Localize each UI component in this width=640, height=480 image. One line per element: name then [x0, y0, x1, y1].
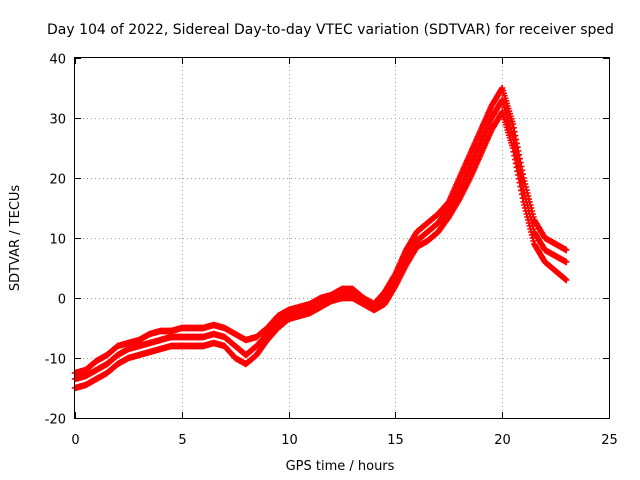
- x-tick-label: 0: [71, 433, 79, 448]
- data-point-upper: [563, 246, 570, 254]
- y-tick-label: 40: [49, 53, 66, 68]
- x-tick-label: 10: [281, 433, 298, 448]
- data-point-center: [563, 258, 570, 266]
- x-tick-label: 5: [178, 433, 186, 448]
- grid-lines: [75, 58, 609, 418]
- x-axis-label: GPS time / hours: [286, 459, 395, 474]
- y-tick-label: -10: [45, 353, 66, 368]
- y-axis-label: SDTVAR / TECUs: [8, 185, 23, 292]
- y-tick-label: 10: [49, 233, 66, 248]
- x-tick-label: 20: [494, 433, 511, 448]
- data-point-lower: [563, 276, 570, 284]
- plot-frame: [74, 57, 610, 419]
- y-tick-label: 20: [49, 173, 66, 188]
- data-points: [71, 84, 570, 392]
- axis-ticks: 0 5 10 15 20 25 -20 -10 0 10 20 30 40: [45, 53, 618, 449]
- x-tick-label: 15: [387, 433, 404, 448]
- chart-title: Day 104 of 2022, Sidereal Day-to-day VTE…: [47, 22, 614, 38]
- y-tick-label: 0: [58, 293, 66, 308]
- x-tick-label: 25: [601, 433, 618, 448]
- y-tick-label: -20: [45, 413, 66, 428]
- y-tick-label: 30: [49, 113, 66, 128]
